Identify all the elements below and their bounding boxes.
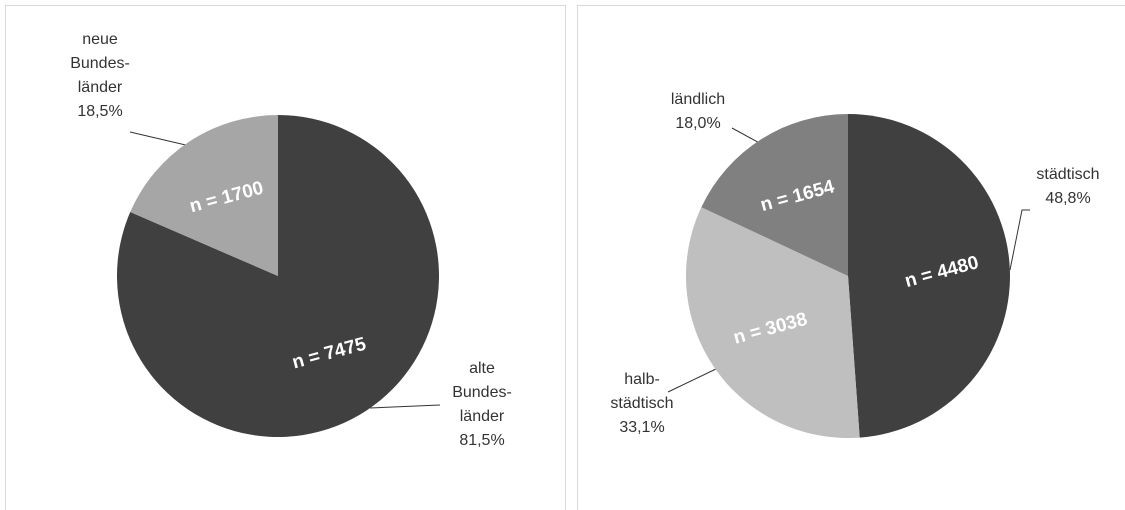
pie-slice bbox=[130, 115, 278, 276]
category-label: städtisch bbox=[1036, 166, 1100, 183]
category-label: neue Bundes- länder bbox=[70, 31, 130, 96]
panel bbox=[577, 5, 1125, 510]
leader-line bbox=[667, 367, 719, 393]
leader-line bbox=[129, 131, 191, 147]
category-label: alte Bundes- länder bbox=[452, 360, 512, 425]
leader-line bbox=[369, 404, 441, 409]
panel bbox=[5, 5, 566, 510]
leader-line bbox=[1009, 209, 1030, 271]
value-label: 18,5% bbox=[77, 103, 123, 120]
pie-slice bbox=[701, 113, 848, 276]
value-label: 18,0% bbox=[675, 115, 721, 132]
category-label: ländlich bbox=[670, 91, 726, 108]
pie-slice bbox=[848, 114, 1011, 438]
value-label: 33,1% bbox=[619, 419, 665, 436]
pie-slice bbox=[685, 207, 860, 439]
value-label: 48,8% bbox=[1045, 190, 1091, 207]
category-label: halb- städtisch bbox=[610, 371, 674, 412]
value-label: 81,5% bbox=[459, 432, 505, 449]
